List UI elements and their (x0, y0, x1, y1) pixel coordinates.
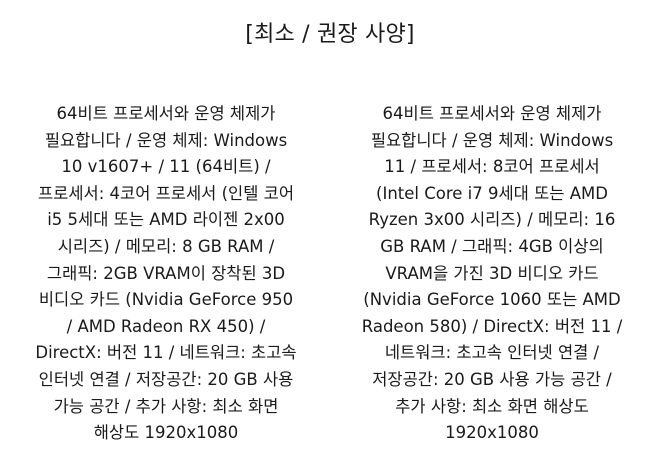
spec-line: 프로세서: 4코어 프로세서 (인텔 코어 (38, 183, 294, 203)
spec-line: i5 5세대 또는 AMD 라이젠 2x00 (47, 210, 285, 230)
spec-line: 인터넷 연결 / 저장공간: 20 GB 사용 (38, 369, 294, 389)
spec-line: 64비트 프로세서와 운영 체제가 (56, 104, 276, 123)
spec-line: 11 / 프로세서: 8코어 프로세서 (384, 157, 600, 177)
spec-line: 추가 사항: 최소 화면 해상도 (395, 396, 589, 416)
minimum-spec-text: 64비트 프로세서와 운영 체제가 필요합니다 / 운영 체제: Windows… (16, 101, 316, 447)
recommended-spec-text: 64비트 프로세서와 운영 체제가 필요합니다 / 운영 체제: Windows… (342, 101, 642, 447)
spec-line: 해상도 1920x1080 (93, 423, 239, 443)
spec-line: 필요합니다 / 운영 체제: Windows (44, 130, 288, 150)
spec-line: 그래픽: 2GB VRAM이 장착된 3D (46, 263, 286, 283)
spec-line: 10 v1607+ / 11 (64비트) / (61, 157, 271, 177)
spec-line: 네트워크: 초고속 인터넷 연결 / (384, 343, 600, 363)
spec-line: DirectX: 버전 11 / 네트워크: 초고속 (35, 343, 297, 363)
spec-line: Radeon 580) / DirectX: 버전 11 / (361, 316, 623, 336)
spec-line: 가능 공간 / 추가 사항: 최소 화면 (53, 396, 279, 416)
spec-line: (Intel Core i7 9세대 또는 AMD (376, 183, 608, 203)
spec-line: (Nvidia GeForce 1060 또는 AMD (363, 290, 621, 310)
spec-line: 시리즈) / 메모리: 8 GB RAM / (57, 236, 275, 256)
page-title: [최소 / 권장 사양] (245, 22, 415, 47)
spec-line: 필요합니다 / 운영 체제: Windows (370, 130, 614, 150)
spec-line: / AMD Radeon RX 450) / (66, 316, 266, 336)
spec-line: 저장공간: 20 GB 사용 가능 공간 / (372, 369, 612, 389)
spec-line: Ryzen 3x00 시리즈) / 메모리: 16 (368, 210, 616, 230)
spec-line: 64비트 프로세서와 운영 체제가 (382, 104, 602, 123)
spec-line: VRAM을 가진 3D 비디오 카드 (385, 263, 599, 283)
spec-line: 비디오 카드 (Nvidia GeForce 950 (38, 290, 294, 310)
spec-line: GB RAM / 그래픽: 4GB 이상의 (380, 236, 604, 256)
spec-line: 1920x1080 (445, 423, 539, 443)
